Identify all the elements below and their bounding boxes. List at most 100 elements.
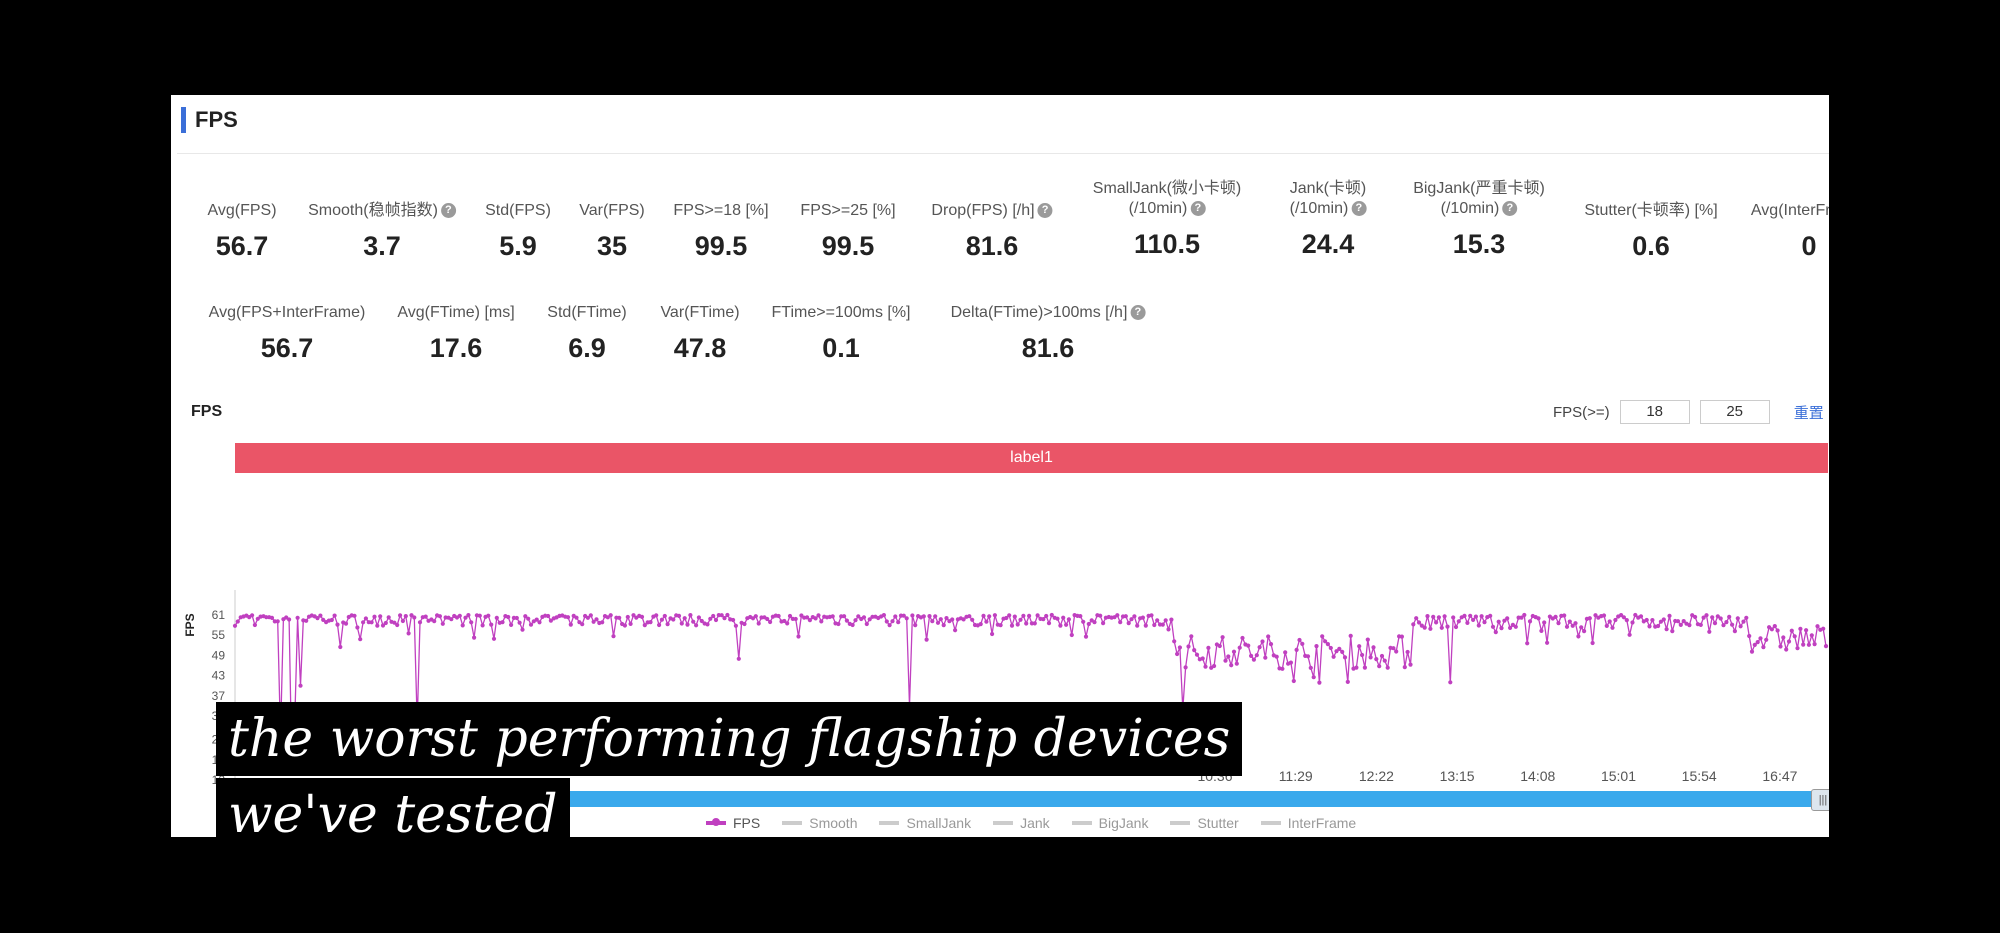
fps-point (608, 613, 613, 618)
fps-point (1769, 627, 1774, 632)
fps-point (861, 615, 867, 620)
help-icon[interactable]: ? (1037, 203, 1053, 219)
fps-point (1735, 616, 1740, 621)
legend-item-bigjank[interactable]: BigJank (1071, 815, 1148, 831)
fps-point (1564, 624, 1570, 629)
fps-point (654, 613, 659, 618)
fps-point (1556, 621, 1561, 626)
fps-point (449, 617, 454, 622)
fps-point (1365, 637, 1370, 642)
fps-point (1516, 615, 1521, 620)
fps-point (1064, 622, 1069, 627)
metric-value: 81.6 (965, 231, 1019, 261)
help-icon[interactable]: ? (1130, 305, 1146, 321)
fps-point (1630, 620, 1635, 625)
fps-point (546, 613, 551, 619)
help-icon[interactable]: ? (1502, 201, 1518, 217)
fps-point (622, 623, 627, 628)
fps-point (950, 617, 955, 622)
zoom-slider-handle[interactable]: ||| (1811, 789, 1829, 811)
fps-point (1456, 619, 1461, 624)
fps-point (417, 620, 423, 625)
fps-point (1379, 653, 1385, 659)
fps-point (953, 628, 958, 633)
fps-point (1587, 616, 1592, 621)
fps-point (676, 613, 682, 618)
fps-point (1658, 619, 1663, 624)
help-icon[interactable]: ? (440, 203, 456, 219)
help-icon[interactable]: ? (1190, 201, 1206, 217)
fps-point (1519, 615, 1524, 620)
metric-label: FPS>=25 [%] (800, 202, 896, 219)
fps-point (1755, 640, 1760, 645)
fps-point (1747, 633, 1752, 639)
chart-title: FPS (191, 403, 223, 420)
fps-point (981, 613, 986, 618)
metric-label: Var(FPS) (579, 202, 645, 219)
y-tick-label: 61 (212, 608, 226, 622)
caption-line-1: the worst performing flagship devices (216, 702, 1243, 776)
fps-point (1015, 622, 1020, 627)
metric-label: Std(FTime) (547, 304, 627, 321)
fps-point (386, 615, 391, 620)
x-tick-label: 14:08 (1520, 768, 1555, 784)
fps-point (537, 620, 542, 625)
fps-point (696, 615, 702, 620)
fps-point (1280, 666, 1285, 671)
fps-threshold-input-2[interactable]: 25 (1699, 400, 1770, 424)
fps-point (1693, 614, 1698, 620)
help-icon[interactable]: ? (1351, 201, 1367, 217)
fps-point (1473, 614, 1478, 619)
reset-button[interactable]: 重置 (1793, 404, 1824, 422)
zoom-slider-track[interactable] (527, 791, 1823, 807)
legend-item-stutter[interactable]: Stutter (1170, 815, 1239, 831)
y-tick-label: 55 (212, 628, 226, 642)
fps-point (901, 613, 906, 618)
legend-item-smalljank[interactable]: SmallJank (879, 815, 971, 831)
legend-item-interframe[interactable]: InterFrame (1260, 815, 1356, 831)
metric-r1-4: FPS>=18 [%] 99.5 (673, 201, 768, 262)
fps-point (1468, 613, 1473, 618)
fps-point (440, 621, 445, 626)
fps-point (1715, 614, 1720, 619)
fps-point (844, 618, 850, 623)
fps-point (990, 631, 995, 637)
fps-point (1331, 654, 1336, 659)
metric-value: 35 (596, 231, 628, 261)
fps-point (1493, 630, 1498, 635)
metric-label: BigJank(严重卡顿) (/10min)? (1413, 180, 1545, 217)
fps-point (1522, 612, 1527, 618)
fps-point (1727, 614, 1732, 619)
label-band[interactable]: label1 (235, 443, 1828, 473)
fps-point (1226, 654, 1231, 659)
legend-item-jank[interactable]: Jank (993, 815, 1050, 831)
fps-point (742, 621, 747, 627)
fps-point (1434, 620, 1439, 625)
chart-legend: FPS Smooth SmallJank Jank BigJank Stutter Inte… (706, 815, 1378, 831)
fps-point (753, 614, 758, 619)
fps-point (682, 616, 687, 621)
fps-point (1661, 617, 1666, 622)
legend-item-smooth[interactable]: Smooth (782, 815, 857, 831)
fps-point (1027, 613, 1032, 618)
fps-point (235, 619, 240, 624)
fps-point (1405, 649, 1410, 655)
legend-item-fps[interactable]: FPS (706, 815, 760, 831)
fps-point (403, 614, 408, 619)
fps-point (713, 617, 719, 623)
metric-r2-3: Var(FTime) 47.8 (660, 303, 739, 364)
fps-point (1408, 662, 1413, 667)
x-tick-label: 15:01 (1601, 768, 1636, 784)
fps-point (1553, 614, 1558, 619)
fps-point (1069, 632, 1074, 638)
metric-r2-0: Avg(FPS+InterFrame) 56.7 (209, 303, 366, 364)
fps-point (378, 614, 383, 619)
metric-value: 56.7 (215, 231, 269, 261)
fps-point (1539, 628, 1544, 633)
fps-point (1482, 620, 1487, 625)
fps-threshold-input-1[interactable]: 18 (1619, 400, 1690, 424)
metric-r2-5: Delta(FTime)>100ms [/h]? 81.6 (951, 303, 1146, 364)
fps-point (1189, 634, 1194, 639)
fps-point (1656, 623, 1661, 629)
fps-point (1066, 617, 1071, 622)
